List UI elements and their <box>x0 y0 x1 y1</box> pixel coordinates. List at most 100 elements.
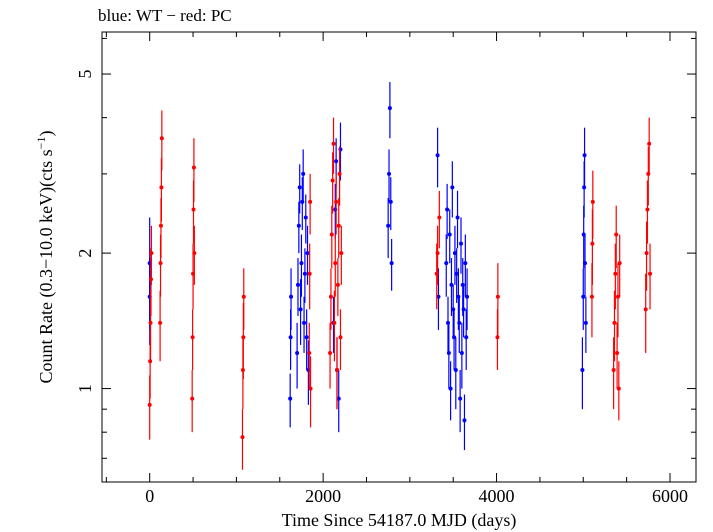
data-point <box>302 271 307 276</box>
y-axis-label: Count Rate (0.3−10.0 keV)(cts s−1) <box>34 131 57 384</box>
data-point <box>288 396 293 401</box>
data-point <box>147 402 152 407</box>
data-point <box>435 251 440 256</box>
data-point <box>614 232 619 237</box>
data-point <box>464 335 469 340</box>
data-point <box>302 320 307 325</box>
x-axis-label: Time Since 54187.0 MJD (days) <box>282 510 517 531</box>
data-point <box>328 294 333 299</box>
y-tick-label: 1 <box>75 384 95 393</box>
data-point <box>158 261 163 266</box>
data-point <box>191 165 196 170</box>
data-point <box>149 251 154 256</box>
data-point <box>190 396 195 401</box>
data-point <box>435 153 440 158</box>
data-point <box>453 367 458 372</box>
data-point <box>450 185 455 190</box>
data-point <box>612 320 617 325</box>
data-point <box>308 386 313 391</box>
data-point <box>589 294 594 299</box>
data-point <box>307 350 312 355</box>
y-tick-labels: 1 2 5 <box>75 70 95 394</box>
data-point <box>387 171 392 176</box>
data-point <box>148 320 153 325</box>
data-point <box>616 386 621 391</box>
chart-title: blue: WT − red: PC <box>98 6 232 25</box>
data-point <box>336 223 341 228</box>
data-point <box>334 159 339 164</box>
data-point <box>613 271 618 276</box>
data-point <box>158 223 163 228</box>
x-tick-label: 2000 <box>305 486 341 506</box>
data-point <box>449 282 454 287</box>
minor-ticks <box>102 32 696 482</box>
data-point <box>465 294 470 299</box>
data-point <box>448 386 453 391</box>
y-tick-label: 5 <box>75 70 95 79</box>
data-point <box>463 261 468 266</box>
data-point <box>583 320 588 325</box>
data-point <box>452 251 457 256</box>
data-point <box>645 207 650 212</box>
data-point <box>386 223 391 228</box>
data-point <box>191 207 196 212</box>
data-point <box>582 153 587 158</box>
data-point <box>338 335 343 340</box>
series-pc <box>147 110 653 470</box>
y-axis-label-close: ) <box>36 131 57 137</box>
plot-frame <box>101 31 697 483</box>
data-point <box>334 199 339 204</box>
data-point <box>444 261 449 266</box>
data-point <box>295 350 300 355</box>
series-wt <box>147 82 588 451</box>
data-point <box>307 271 312 276</box>
data-point <box>288 335 293 340</box>
data-point <box>295 282 300 287</box>
data-point <box>337 171 342 176</box>
data-point <box>339 251 344 256</box>
data-point <box>159 136 164 141</box>
data-point <box>299 261 304 266</box>
y-axis-label-exponent: −1 <box>34 137 48 150</box>
data-point <box>647 141 652 146</box>
data-point <box>240 435 245 440</box>
data-point <box>334 367 339 372</box>
data-point <box>452 335 457 340</box>
data-point <box>454 271 459 276</box>
data-point <box>331 141 336 146</box>
data-point <box>289 294 294 299</box>
data-point <box>298 307 303 312</box>
data-point <box>159 185 164 190</box>
data-point <box>648 271 653 276</box>
data-point <box>387 106 392 111</box>
data-point <box>192 251 197 256</box>
data-point <box>611 367 616 372</box>
data-point <box>389 261 394 266</box>
data-point <box>615 294 620 299</box>
data-point <box>190 335 195 340</box>
data-point <box>581 294 586 299</box>
x-tick-label: 6000 <box>652 486 688 506</box>
data-point <box>615 350 620 355</box>
data-point <box>297 185 302 190</box>
data-point <box>590 199 595 204</box>
data-point <box>459 350 464 355</box>
data-point <box>308 199 313 204</box>
data-points-layer <box>147 82 653 470</box>
data-point <box>335 282 340 287</box>
data-point <box>644 251 649 256</box>
data-point <box>158 320 163 325</box>
data-point <box>447 232 452 237</box>
data-point <box>461 307 466 312</box>
data-point <box>459 241 464 246</box>
data-point <box>332 320 337 325</box>
x-tick-label: 0 <box>145 486 154 506</box>
data-point <box>583 261 588 266</box>
data-point <box>445 207 450 212</box>
data-point <box>296 223 301 228</box>
data-point <box>241 294 246 299</box>
data-point <box>462 418 467 423</box>
y-axis-label-main: Count Rate (0.3−10.0 keV)(cts s <box>36 149 57 383</box>
data-point <box>436 294 441 299</box>
